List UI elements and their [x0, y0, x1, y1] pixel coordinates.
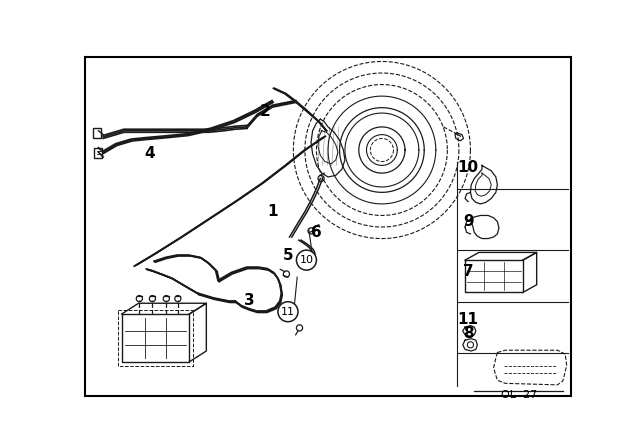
Text: 7: 7 [463, 264, 474, 279]
Bar [93, 129, 101, 138]
Circle shape [284, 271, 289, 277]
Circle shape [467, 342, 474, 348]
Text: 6: 6 [311, 225, 322, 240]
Circle shape [318, 176, 324, 181]
Text: 11: 11 [458, 312, 479, 327]
Text: 4: 4 [144, 146, 155, 161]
Circle shape [149, 296, 156, 302]
Circle shape [163, 296, 170, 302]
Text: 10: 10 [458, 160, 479, 175]
Bar [94, 148, 102, 159]
Text: 10: 10 [300, 255, 314, 265]
Text: OL  27: OL 27 [501, 390, 537, 400]
Circle shape [136, 296, 143, 302]
Text: 2: 2 [259, 104, 270, 119]
Circle shape [296, 250, 316, 270]
Text: 11: 11 [281, 307, 295, 317]
Text: 8: 8 [463, 326, 474, 341]
Text: 5: 5 [283, 248, 293, 263]
Text: 1: 1 [268, 204, 278, 219]
Circle shape [175, 296, 181, 302]
Text: 3: 3 [244, 293, 255, 308]
Circle shape [296, 325, 303, 331]
Text: 9: 9 [463, 214, 474, 229]
Circle shape [278, 302, 298, 322]
Circle shape [308, 228, 314, 234]
